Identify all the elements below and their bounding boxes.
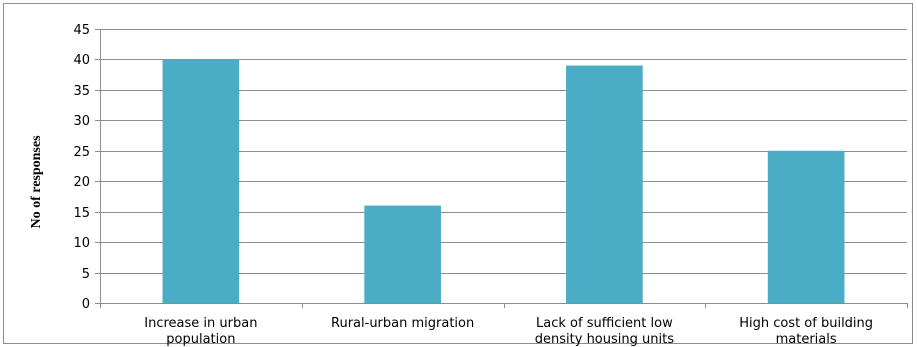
y-axis-title: No of responses <box>29 135 44 229</box>
x-category-label: Lack of sufficient low density housing un… <box>535 316 674 347</box>
y-tick-label: 10 <box>73 236 90 251</box>
y-tick-label: 30 <box>73 114 90 129</box>
y-tick-label: 20 <box>73 175 90 190</box>
bar <box>162 59 240 303</box>
y-tick-label: 35 <box>73 84 90 99</box>
y-tick-label: 0 <box>82 297 90 312</box>
x-category-label: Rural-urban migration <box>331 316 474 331</box>
y-tick-label: 40 <box>73 53 90 68</box>
y-tick-label: 5 <box>82 267 90 282</box>
x-category-label: High cost of building materials <box>739 316 873 347</box>
bar <box>364 205 441 303</box>
y-axis-ticks: 0 5 10 15 20 25 30 35 40 45 <box>73 23 100 312</box>
y-tick-label: 15 <box>73 206 90 221</box>
y-tick-label: 25 <box>73 145 90 160</box>
bars <box>162 59 845 304</box>
x-axis-labels: Increase in urban population Rural-urban m… <box>100 303 908 347</box>
x-category-label: Increase in urban population <box>144 316 257 347</box>
bar <box>566 65 643 304</box>
y-tick-label: 45 <box>73 23 90 38</box>
bar <box>767 150 845 303</box>
